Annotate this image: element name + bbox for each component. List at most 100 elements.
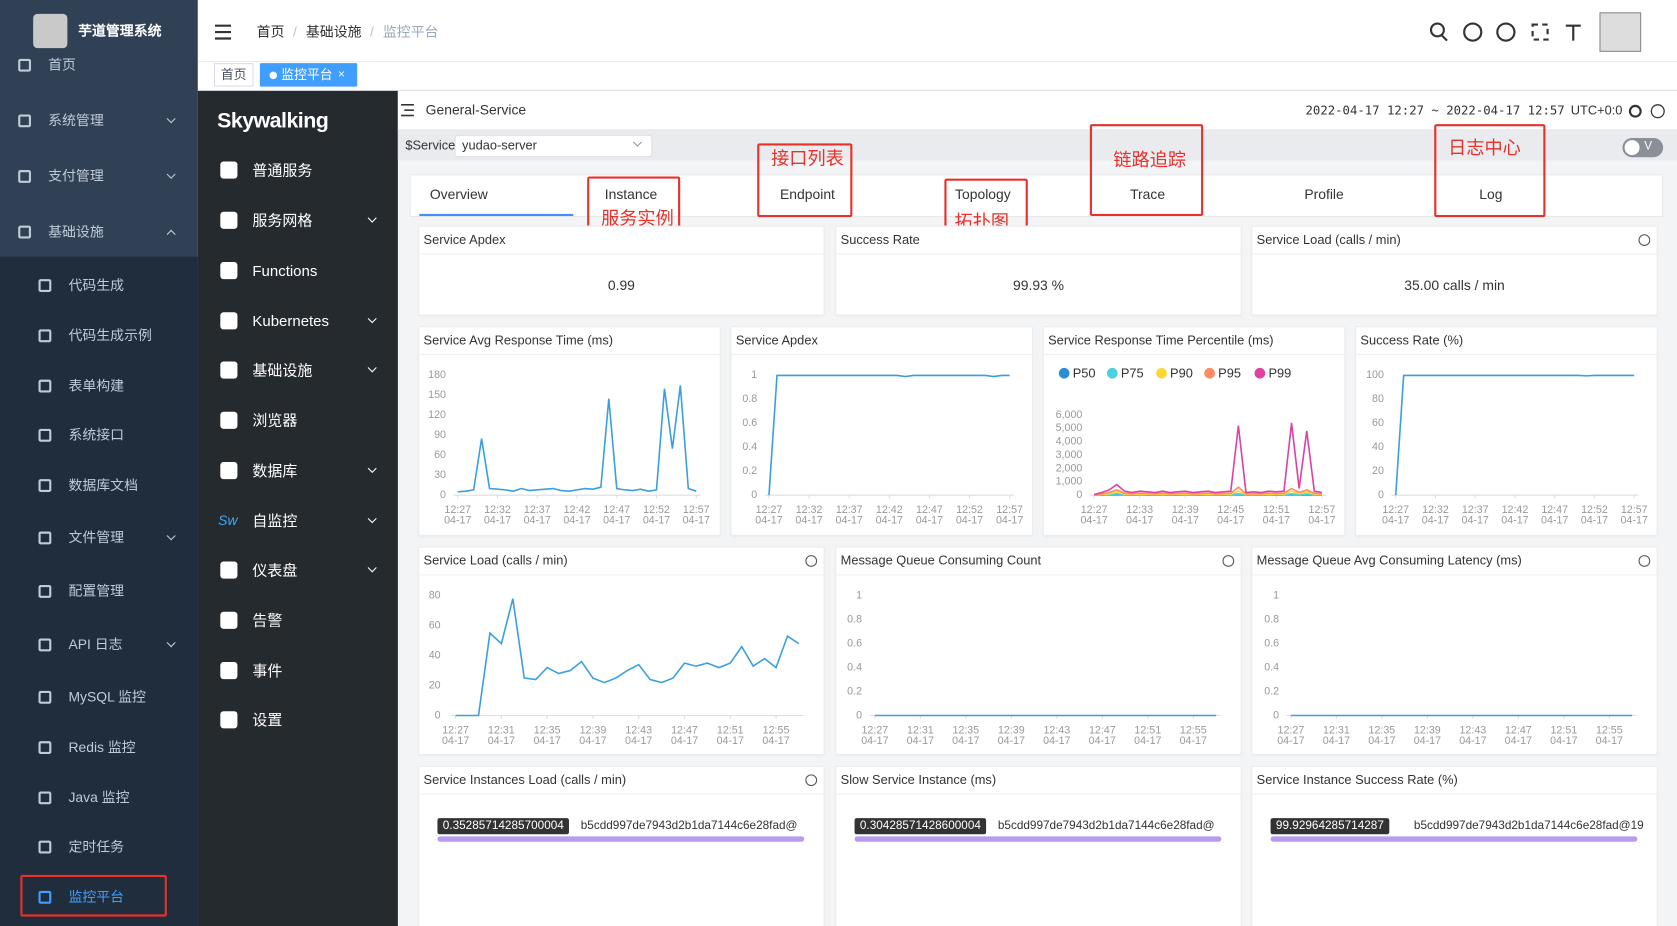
card-value: 99.93 % — [1012, 277, 1065, 294]
tag[interactable]: 首页 — [213, 63, 254, 87]
card — [1251, 225, 1658, 316]
tag-close[interactable]: × — [337, 68, 345, 82]
sw-menu-item[interactable]: 服务网格 — [252, 211, 313, 229]
list-name: b5cdd997de7943d2b1da7144c6e28fad@ — [997, 819, 1215, 833]
menu-item[interactable]: 支付管理 — [48, 167, 104, 184]
icon — [38, 428, 52, 442]
sw-menu-item[interactable]: 事件 — [252, 662, 283, 680]
list-bar — [437, 836, 805, 842]
icon — [220, 711, 238, 729]
service-select[interactable]: yudao-server — [462, 137, 537, 153]
info-icon[interactable] — [805, 774, 818, 787]
tag-active[interactable] — [259, 63, 358, 87]
sw-menu-item[interactable]: 数据库 — [252, 462, 298, 480]
sw-menu-item[interactable]: 仪表盘 — [252, 561, 298, 579]
select-box[interactable] — [454, 134, 653, 158]
tab[interactable]: Overview — [429, 186, 488, 203]
submenu-item[interactable]: Java 监控 — [68, 789, 130, 806]
info-icon[interactable] — [805, 555, 818, 567]
tab[interactable]: Trace — [1130, 186, 1166, 203]
info-icon[interactable] — [1638, 234, 1651, 246]
card-value: 0.99 — [607, 277, 635, 294]
submenu-item[interactable]: 监控平台 — [68, 888, 125, 905]
icon — [38, 329, 52, 343]
annotation: 服务实例 — [601, 208, 674, 229]
submenu-item[interactable]: MySQL 监控 — [68, 688, 146, 705]
card-divider — [1251, 574, 1658, 576]
breadcrumb[interactable]: 首页 — [256, 23, 285, 40]
card — [835, 765, 1242, 926]
menu-item[interactable]: 系统管理 — [48, 112, 104, 129]
icon — [38, 741, 52, 755]
list-value: 0.35285714285700004 — [437, 818, 570, 835]
sw-menu-item[interactable]: 基础设施 — [252, 361, 313, 379]
card — [835, 546, 1242, 756]
icon — [38, 890, 52, 904]
topbar — [397, 90, 1677, 131]
submenu-item[interactable]: 代码生成 — [68, 277, 125, 294]
info-icon[interactable] — [1638, 555, 1651, 567]
icon — [18, 58, 32, 72]
sw-icon: Sw — [218, 512, 238, 529]
avatar — [33, 13, 68, 49]
card — [1355, 326, 1658, 536]
timezone: UTC+0:0 — [1570, 102, 1623, 118]
chart-title: Success Rate (%) — [1360, 332, 1464, 348]
submenu-item[interactable]: Redis 监控 — [68, 739, 136, 756]
submenu-bg — [0, 256, 198, 926]
submenu-item[interactable]: 文件管理 — [68, 529, 125, 546]
list-name: b5cdd997de7943d2b1da7144c6e28fad@ — [580, 819, 798, 833]
submenu-item[interactable]: 表单构建 — [68, 377, 125, 394]
sw-menu-item[interactable]: Kubernetes — [252, 312, 329, 330]
icon — [38, 791, 52, 805]
sw-menu-item[interactable]: 设置 — [252, 711, 283, 729]
icon — [38, 638, 52, 652]
submenu-item[interactable]: 配置管理 — [68, 582, 125, 599]
menu-item[interactable]: 首页 — [48, 56, 76, 73]
chart-title: Service Response Time Percentile (ms) — [1048, 332, 1274, 348]
sw-menu-item[interactable]: 自监控 — [252, 512, 298, 530]
card-divider — [835, 253, 1242, 255]
tab[interactable]: Log — [1479, 186, 1503, 203]
annotation: 链路追踪 — [1113, 149, 1187, 171]
card — [730, 326, 1034, 536]
tabs-box — [409, 174, 1664, 218]
brand: 芋道管理系统 — [78, 22, 162, 39]
annotation-box — [757, 143, 853, 218]
sw-menu-item[interactable]: 普通服务 — [252, 161, 313, 179]
info-icon[interactable] — [1222, 555, 1235, 567]
sw-menu-item[interactable]: 浏览器 — [252, 411, 298, 429]
tab[interactable]: Endpoint — [780, 186, 835, 203]
tab[interactable]: Instance — [604, 186, 658, 203]
card-divider — [1042, 354, 1346, 356]
breadcrumb[interactable]: 基础设施 — [305, 23, 362, 40]
submenu-item[interactable]: API 日志 — [68, 636, 123, 653]
chart-title: Service Load (calls / min) — [423, 552, 568, 568]
icon — [220, 411, 238, 429]
icon — [38, 479, 52, 492]
sw-menu-item[interactable]: 告警 — [252, 611, 283, 629]
time-range[interactable]: 2022-04-17 12:27 ~ 2022-04-17 12:57 — [1305, 102, 1565, 118]
submenu-item[interactable]: 定时任务 — [68, 838, 125, 855]
tab[interactable]: Profile — [1304, 186, 1344, 203]
sw-sidebar — [197, 90, 398, 926]
card-divider — [418, 354, 721, 356]
card-title: Service Apdex — [423, 232, 506, 248]
card — [418, 326, 721, 536]
submenu-item[interactable]: 数据库文档 — [68, 477, 138, 494]
submenu-item[interactable]: 系统接口 — [68, 426, 125, 443]
icon — [38, 279, 52, 292]
icon — [38, 585, 52, 598]
icon — [220, 611, 238, 629]
submenu-item[interactable]: 代码生成示例 — [68, 327, 152, 344]
breadcrumb: 监控平台 — [382, 23, 439, 40]
tab[interactable]: Topology — [955, 186, 1011, 203]
card-divider — [418, 253, 825, 255]
card — [418, 225, 825, 316]
menu-item[interactable]: 基础设施 — [48, 223, 104, 240]
annotation-box — [1089, 124, 1204, 217]
sw-menu-item[interactable]: Functions — [252, 262, 318, 280]
list-title: Service Instances Load (calls / min) — [423, 772, 627, 788]
